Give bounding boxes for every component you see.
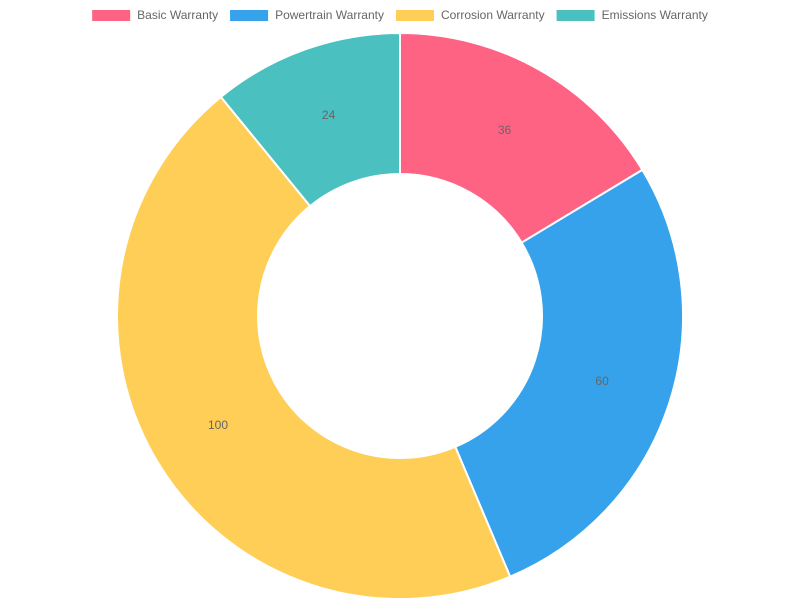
slice — [453, 168, 684, 578]
legend-label: Basic Warranty — [137, 8, 218, 22]
slice — [115, 95, 512, 600]
legend-swatch — [395, 10, 434, 21]
legend-swatch — [556, 10, 595, 21]
legend-label: Corrosion Warranty — [441, 8, 545, 22]
legend: Basic Warranty Powertrain Warranty Corrosi… — [92, 8, 708, 22]
legend-label: Powertrain Warranty — [275, 8, 384, 22]
legend-swatch — [92, 10, 131, 21]
value-label: 36 — [498, 123, 512, 137]
value-label: 24 — [322, 108, 336, 122]
value-label: 60 — [595, 374, 609, 388]
value-label: 100 — [208, 418, 228, 432]
slice — [399, 31, 644, 245]
legend-swatch — [230, 10, 269, 21]
slice — [219, 31, 401, 208]
legend-label: Emissions Warranty — [602, 8, 708, 22]
